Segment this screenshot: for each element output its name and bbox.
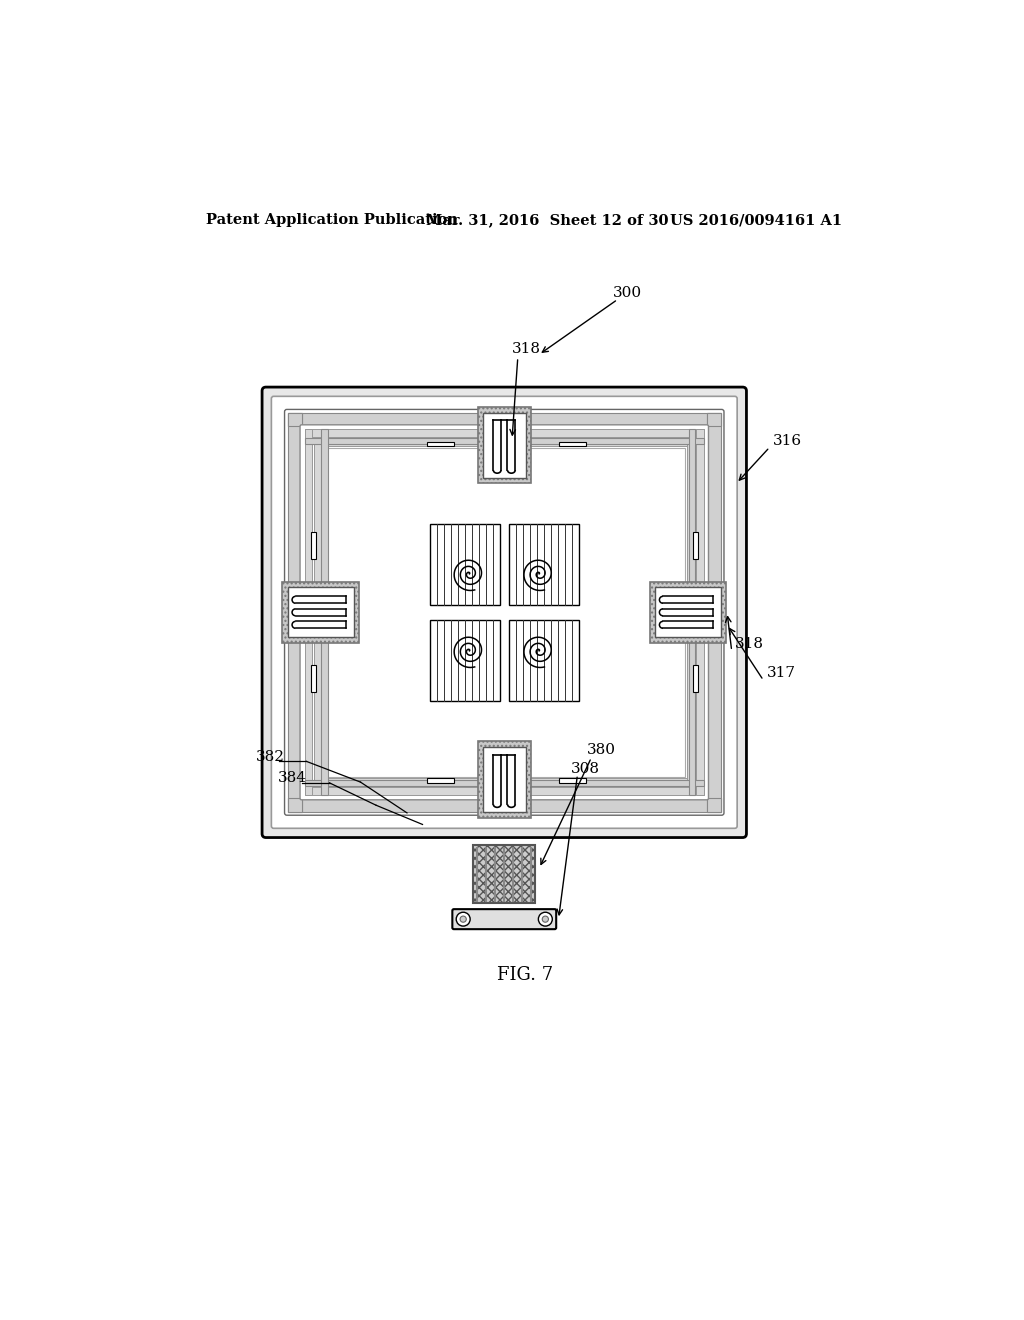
Bar: [427, 779, 454, 783]
Text: 380: 380: [587, 743, 615, 756]
Bar: [477, 742, 531, 817]
Bar: [305, 429, 703, 437]
Bar: [696, 429, 703, 795]
Text: Patent Application Publication: Patent Application Publication: [206, 213, 458, 227]
FancyBboxPatch shape: [453, 909, 556, 929]
Bar: [288, 799, 721, 812]
Text: 316: 316: [773, 434, 802, 447]
Bar: [305, 788, 703, 795]
Bar: [707, 413, 721, 812]
Bar: [322, 429, 328, 587]
Bar: [430, 524, 500, 605]
Bar: [288, 413, 302, 426]
Bar: [311, 532, 315, 560]
Bar: [288, 587, 353, 638]
Bar: [649, 582, 726, 643]
Text: 384: 384: [278, 771, 306, 785]
Bar: [689, 429, 695, 587]
Text: 317: 317: [767, 665, 796, 680]
Bar: [324, 447, 685, 776]
Text: 318: 318: [512, 342, 541, 356]
Bar: [707, 799, 721, 812]
Bar: [655, 587, 721, 638]
Bar: [283, 582, 359, 643]
Text: 300: 300: [612, 286, 641, 300]
Circle shape: [460, 916, 466, 923]
Bar: [687, 438, 694, 785]
Bar: [288, 799, 302, 812]
Bar: [288, 413, 721, 426]
Bar: [558, 779, 586, 783]
Circle shape: [457, 912, 470, 927]
Bar: [430, 620, 500, 701]
Bar: [288, 413, 302, 812]
FancyBboxPatch shape: [271, 396, 737, 829]
Text: Mar. 31, 2016  Sheet 12 of 30: Mar. 31, 2016 Sheet 12 of 30: [426, 213, 669, 227]
Bar: [427, 442, 454, 446]
Bar: [473, 845, 536, 903]
Bar: [509, 620, 579, 701]
Bar: [311, 665, 315, 692]
Bar: [707, 413, 721, 426]
Bar: [483, 747, 525, 812]
Bar: [305, 780, 483, 787]
Bar: [693, 532, 697, 560]
Bar: [477, 407, 531, 483]
Bar: [322, 638, 328, 795]
Bar: [525, 438, 703, 445]
FancyBboxPatch shape: [262, 387, 746, 838]
Bar: [483, 412, 525, 478]
Circle shape: [543, 916, 549, 923]
Circle shape: [539, 912, 552, 927]
Text: 382: 382: [256, 750, 285, 764]
Bar: [314, 438, 322, 785]
Bar: [689, 638, 695, 795]
Bar: [693, 665, 697, 692]
Text: US 2016/0094161 A1: US 2016/0094161 A1: [671, 213, 843, 227]
Bar: [525, 780, 703, 787]
Bar: [305, 429, 312, 795]
Text: 308: 308: [571, 762, 600, 776]
Bar: [509, 524, 579, 605]
Text: FIG. 7: FIG. 7: [497, 966, 553, 983]
Bar: [314, 779, 694, 785]
Bar: [558, 442, 586, 446]
Bar: [314, 438, 694, 446]
FancyBboxPatch shape: [300, 425, 709, 800]
Text: 318: 318: [735, 636, 764, 651]
Bar: [305, 438, 483, 445]
